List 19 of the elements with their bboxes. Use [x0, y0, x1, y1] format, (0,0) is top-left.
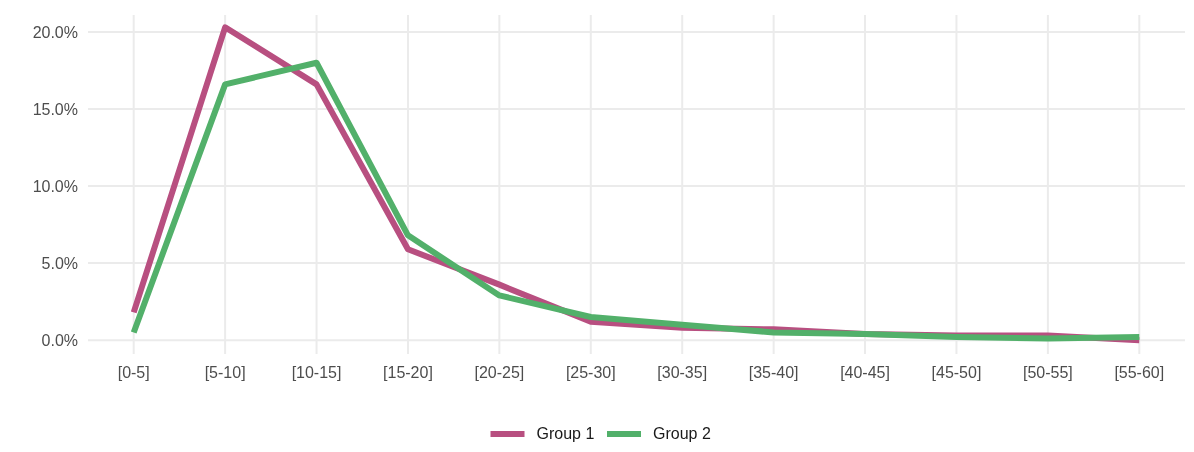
x-tick-label: [50-55] — [1022, 364, 1073, 381]
x-tick-label: [45-50] — [931, 364, 982, 381]
x-tick-label: [10-15] — [291, 364, 342, 381]
x-tick-label: [15-20] — [383, 364, 433, 381]
y-tick-label: 20.0% — [32, 23, 78, 41]
x-tick-label: [25-30] — [565, 364, 616, 381]
x-tick-label: [35-40] — [748, 364, 799, 381]
legend-label: Group 1 — [536, 425, 595, 442]
y-tick-label: 10.0% — [32, 177, 78, 195]
x-tick-label: [40-45] — [840, 364, 890, 381]
legend-label: Group 2 — [653, 425, 711, 442]
x-tick-label: [5-10] — [204, 364, 246, 381]
x-tick-label: [30-35] — [657, 364, 708, 381]
y-tick-label: 5.0% — [41, 254, 78, 272]
x-tick-label: [20-25] — [474, 364, 525, 381]
x-tick-label: [55-60] — [1114, 364, 1165, 381]
y-tick-label: 15.0% — [32, 100, 78, 118]
x-tick-label: [0-5] — [117, 364, 150, 381]
y-tick-label: 0.0% — [41, 331, 78, 349]
